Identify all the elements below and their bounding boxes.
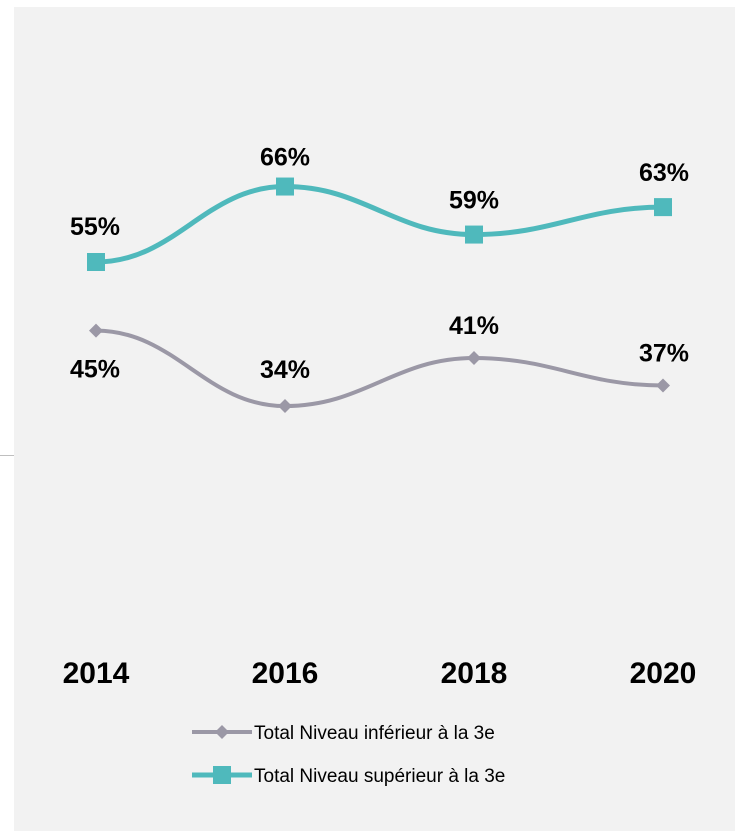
chart-area bbox=[14, 7, 735, 831]
data-point-lower-2018 bbox=[467, 351, 481, 366]
legend-marker-lower bbox=[215, 725, 229, 739]
data-point-upper-2014 bbox=[87, 253, 105, 271]
data-label-upper-2016: 66% bbox=[260, 144, 310, 172]
data-point-upper-2020 bbox=[654, 198, 672, 217]
data-label-lower-2018: 41% bbox=[449, 312, 499, 340]
edge-tick-mark bbox=[0, 455, 14, 456]
data-point-lower-2020 bbox=[656, 378, 670, 393]
data-label-upper-2018: 59% bbox=[449, 187, 499, 215]
legend-marker-upper bbox=[213, 766, 231, 784]
data-point-upper-2018 bbox=[465, 225, 483, 244]
data-point-upper-2016 bbox=[276, 177, 294, 196]
x-tick-label-2014: 2014 bbox=[63, 657, 130, 690]
data-label-lower-2016: 34% bbox=[260, 356, 310, 384]
data-point-lower-2014 bbox=[89, 323, 103, 338]
x-axis: 2014 2016 2018 2020 bbox=[63, 657, 697, 690]
series-line-upper bbox=[93, 184, 666, 265]
x-tick-label-2020: 2020 bbox=[630, 657, 697, 690]
series-line-lower bbox=[94, 328, 665, 409]
legend-label-lower: Total Niveau inférieur à la 3e bbox=[254, 723, 495, 744]
data-point-lower-2016 bbox=[278, 399, 292, 414]
data-label-upper-2014: 55% bbox=[70, 213, 120, 241]
x-tick-label-2018: 2018 bbox=[441, 657, 508, 690]
x-tick-label-2016: 2016 bbox=[252, 657, 319, 690]
data-label-lower-2014: 45% bbox=[70, 356, 120, 384]
data-label-layer: 45% 34% 41% 37% 55% 66% 59% 63% bbox=[70, 144, 689, 385]
data-label-upper-2020: 63% bbox=[639, 159, 689, 187]
legend-label-upper: Total Niveau supérieur à la 3e bbox=[254, 766, 505, 787]
data-label-lower-2020: 37% bbox=[639, 339, 689, 367]
legend: Total Niveau inférieur à la 3e Total Nive… bbox=[192, 723, 505, 787]
series-layer bbox=[87, 177, 672, 414]
